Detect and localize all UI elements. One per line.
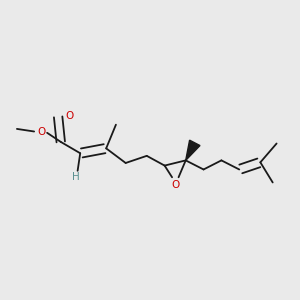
Text: O: O <box>171 180 179 190</box>
Text: H: H <box>72 172 80 182</box>
Text: O: O <box>37 127 45 137</box>
Polygon shape <box>186 140 200 160</box>
Text: O: O <box>66 111 74 121</box>
